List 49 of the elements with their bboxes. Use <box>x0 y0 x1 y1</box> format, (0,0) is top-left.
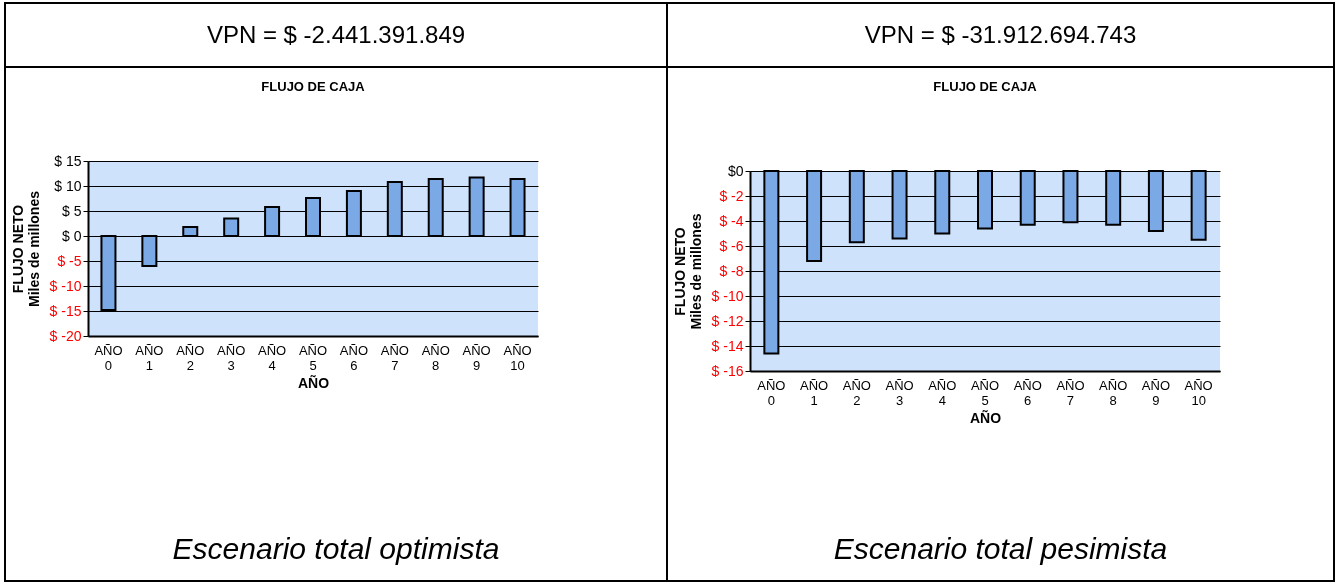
y-tick-label: $ 15 <box>54 152 82 169</box>
x-tick-label: AÑO 10 <box>1184 377 1213 408</box>
y-tick-label: $ -10 <box>711 287 744 304</box>
x-tick-label: AÑO 2 <box>176 342 205 373</box>
x-tick-label: AÑO 7 <box>380 342 409 373</box>
chart-title: FLUJO DE CAJA <box>933 79 1038 94</box>
y-tick-label: $ 0 <box>62 227 82 244</box>
y-axis-title: FLUJO NETO Miles de millones <box>9 190 42 307</box>
x-axis-title: AÑO <box>969 408 1002 426</box>
x-tick-label: AÑO 3 <box>885 377 914 408</box>
x-tick-label: AÑO 4 <box>258 342 287 373</box>
y-tick-label: $ -10 <box>49 277 82 294</box>
y-tick-label: $ -6 <box>719 237 744 254</box>
x-tick-label: AÑO 6 <box>1013 377 1042 408</box>
y-tick-label: $ -8 <box>719 262 744 279</box>
y-tick-label: $0 <box>727 162 744 179</box>
y-tick-label: $ -20 <box>49 327 82 344</box>
x-tick-label: AÑO 9 <box>1141 377 1170 408</box>
y-tick-label: $ -15 <box>49 302 82 319</box>
chart-title: FLUJO DE CAJA <box>261 79 366 94</box>
x-tick-label: AÑO 8 <box>421 342 450 373</box>
x-tick-label: AÑO 6 <box>339 342 368 373</box>
text: VPN = $ -2.441.391.849 <box>6 4 666 68</box>
y-tick-label: $ 10 <box>54 177 82 194</box>
text: Escenario total pesimista <box>832 532 1169 566</box>
y-tick-label: $ 5 <box>62 202 82 219</box>
x-axis-title: AÑO <box>297 373 330 391</box>
x-tick-label: AÑO 7 <box>1056 377 1085 408</box>
text: VPN = $ -31.912.694.743 <box>668 4 1333 68</box>
y-tick-label: $ -4 <box>719 212 744 229</box>
x-tick-label: AÑO 3 <box>217 342 246 373</box>
x-tick-label: AÑO 9 <box>462 342 491 373</box>
x-tick-label: AÑO 0 <box>94 342 123 373</box>
x-tick-label: AÑO 5 <box>298 342 328 373</box>
y-tick-label: $ -14 <box>711 337 744 354</box>
x-tick-label: AÑO 1 <box>135 342 164 373</box>
x-tick-label: AÑO 0 <box>757 377 786 408</box>
y-tick-label: $ -16 <box>711 362 744 379</box>
y-tick-label: $ -2 <box>719 187 744 204</box>
y-tick-label: $ -12 <box>711 312 744 329</box>
x-tick-label: AÑO 4 <box>928 377 957 408</box>
y-tick-label: $ -5 <box>57 252 82 269</box>
y-axis-title: FLUJO NETO Miles de millones <box>671 213 704 330</box>
x-tick-label: AÑO 1 <box>800 377 829 408</box>
x-tick-label: AÑO 5 <box>970 377 1000 408</box>
x-tick-label: AÑO 10 <box>503 342 532 373</box>
x-tick-label: AÑO 2 <box>842 377 871 408</box>
text: Escenario total optimista <box>171 532 501 566</box>
x-tick-label: AÑO 8 <box>1099 377 1128 408</box>
